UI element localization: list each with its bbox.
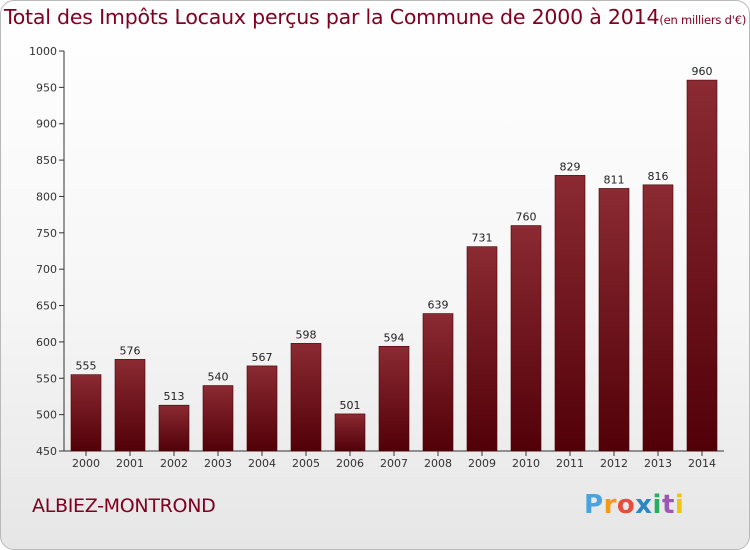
- x-tick-label-2014: 2014: [688, 457, 716, 470]
- y-tick-label-700: 700: [36, 263, 57, 276]
- y-tick-label-800: 800: [36, 190, 57, 203]
- value-label-2010: 760: [516, 211, 537, 224]
- value-label-2000: 555: [76, 360, 97, 373]
- x-tick-label-2013: 2013: [644, 457, 672, 470]
- y-tick-label-550: 550: [36, 372, 57, 385]
- logo-letter: o: [616, 490, 636, 520]
- title-unit: (en milliers d'€): [659, 13, 747, 27]
- y-tick-label-850: 850: [36, 154, 57, 167]
- bar-2008: [422, 313, 454, 452]
- title-main: Total des Impôts Locaux perçus par la Co…: [3, 5, 660, 29]
- bars: [70, 79, 718, 452]
- bar-2011: [554, 175, 586, 452]
- value-label-2005: 598: [296, 328, 317, 341]
- axes: 450 500 550 600 650 700 750 800 850 900 950 1000: [29, 45, 724, 458]
- value-label-2013: 816: [648, 170, 669, 183]
- value-label-2012: 811: [604, 173, 625, 186]
- y-tick-label-500: 500: [36, 409, 57, 422]
- y-tick-label-950: 950: [36, 81, 57, 94]
- bar-2005: [290, 343, 322, 452]
- bar-2012: [598, 188, 630, 452]
- labels: 2000 555 2001 576 2002 513 2003 540 2004 567 2005 5…: [72, 65, 716, 470]
- x-tick-label-2000: 2000: [72, 457, 100, 470]
- bar-2014: [686, 79, 718, 452]
- bar-2003: [202, 385, 234, 452]
- y-tick-label-900: 900: [36, 118, 57, 131]
- bar-2009: [466, 246, 498, 452]
- logo-letter: t: [661, 490, 675, 520]
- logo-letter: P: [584, 490, 604, 520]
- value-label-2001: 576: [120, 344, 141, 357]
- value-label-2004: 567: [252, 351, 273, 364]
- x-tick-label-2009: 2009: [468, 457, 496, 470]
- proxiti-logo: Proxiti: [584, 490, 684, 520]
- bar-2006: [334, 413, 366, 452]
- x-tick-label-2006: 2006: [336, 457, 364, 470]
- bar-2001: [114, 359, 146, 452]
- value-label-2011: 829: [560, 160, 581, 173]
- x-tick-label-2012: 2012: [600, 457, 628, 470]
- value-label-2007: 594: [384, 331, 405, 344]
- bar-2013: [642, 184, 674, 452]
- value-label-2002: 513: [164, 390, 185, 403]
- x-tick-label-2004: 2004: [248, 457, 276, 470]
- commune-name: ALBIEZ-MONTROND: [32, 495, 216, 517]
- bar-2010: [510, 225, 542, 452]
- bar-2002: [158, 404, 190, 452]
- x-tick-label-2010: 2010: [512, 457, 540, 470]
- x-tick-label-2001: 2001: [116, 457, 144, 470]
- x-tick-label-2002: 2002: [160, 457, 188, 470]
- x-tick-label-2003: 2003: [204, 457, 232, 470]
- value-label-2006: 501: [340, 399, 361, 412]
- value-label-2014: 960: [692, 65, 713, 78]
- x-tick-label-2007: 2007: [380, 457, 408, 470]
- logo-letter: i: [652, 490, 662, 520]
- value-label-2003: 540: [208, 371, 229, 384]
- y-tick-label-750: 750: [36, 227, 57, 240]
- y-tick-label-600: 600: [36, 336, 57, 349]
- bar-2007: [378, 345, 410, 452]
- value-label-2009: 731: [472, 232, 493, 245]
- logo-letter: x: [635, 490, 653, 520]
- chart-title: Total des Impôts Locaux perçus par la Co…: [1, 5, 749, 29]
- bar-2000: [70, 374, 102, 452]
- y-tick-label-1000: 1000: [29, 45, 57, 58]
- logo-letter: i: [674, 490, 685, 520]
- y-tick-label-650: 650: [36, 300, 57, 313]
- x-tick-label-2005: 2005: [292, 457, 320, 470]
- x-tick-label-2011: 2011: [556, 457, 584, 470]
- logo-letter: r: [603, 490, 617, 520]
- y-tick-label-450: 450: [36, 445, 57, 458]
- value-label-2008: 639: [428, 299, 449, 312]
- bar-2004: [246, 365, 278, 452]
- x-tick-label-2008: 2008: [424, 457, 452, 470]
